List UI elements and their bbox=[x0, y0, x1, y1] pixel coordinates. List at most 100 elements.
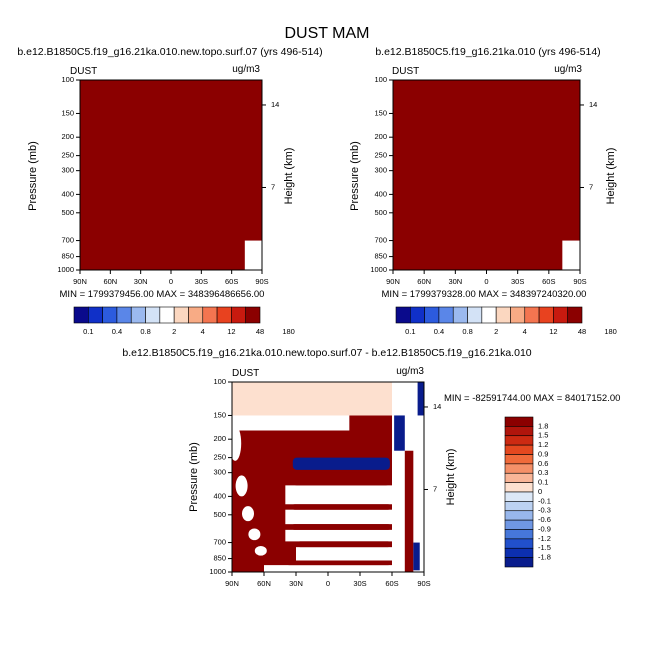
panel-right-blank-cell bbox=[575, 266, 580, 270]
panel-right-ytick-label: 500 bbox=[374, 208, 387, 217]
panel-right-colorbar-swatch bbox=[410, 306, 425, 324]
panel-difference-ytick-label: 100 bbox=[213, 377, 226, 386]
panel-left-stats: MIN = 1799379456.00 MAX = 348396486656.0… bbox=[60, 289, 265, 300]
panel-right-colorbar-swatch bbox=[510, 306, 526, 324]
panel-left-colorbar-swatch bbox=[102, 306, 118, 324]
panel-right-ytick-label: 200 bbox=[374, 132, 387, 141]
panel-difference-gap-lobe bbox=[235, 475, 248, 497]
panel-right-xtick-label: 0 bbox=[484, 277, 488, 286]
panel-difference-colorbar-label: 0.6 bbox=[538, 459, 548, 468]
panel-difference-colorbar-swatch bbox=[504, 519, 534, 530]
panel-right-colorbar-swatch bbox=[452, 306, 468, 324]
panel-right-colorbar-label: 12 bbox=[549, 327, 557, 336]
panel-difference-colorbar-label: 1.5 bbox=[538, 431, 548, 440]
panel-difference-colorbar-swatch bbox=[504, 538, 534, 549]
panel-right-colorbar-label: 2 bbox=[494, 327, 498, 336]
panel-difference-xtick-label: 90S bbox=[417, 579, 430, 588]
panel-difference-colorbar-swatch bbox=[504, 426, 534, 437]
panel-difference-colorbar: 1.81.51.20.90.60.30.10-0.1-0.3-0.6-0.9-1… bbox=[504, 416, 551, 568]
panel-left-colorbar-label: 4 bbox=[201, 327, 205, 336]
panel-right-y2tick-label: 7 bbox=[589, 182, 593, 191]
panel-difference-xtick-label: 60N bbox=[257, 579, 271, 588]
panel-left-colorbar: 0.1 0.4 0.8 2 4 12 48 180 bbox=[73, 306, 295, 336]
panel-difference-colorbar-swatch bbox=[504, 435, 534, 446]
panel-right-colorbar-swatch bbox=[538, 306, 554, 324]
panel-difference-colorbar-label: -0.6 bbox=[538, 515, 551, 524]
panel-difference-colorbar-swatch bbox=[504, 472, 534, 483]
panel-right-ytick-label: 300 bbox=[374, 166, 387, 175]
panel-left: b.e12.B1850C5.f19_g16.21ka.010.new.topo.… bbox=[17, 46, 322, 336]
panel-difference-band bbox=[285, 560, 392, 566]
panel-left-variable-label: DUST bbox=[70, 66, 97, 77]
panel-left-colorbar-swatch bbox=[202, 306, 218, 324]
panel-right-xtick-label: 90S bbox=[573, 277, 586, 286]
panel-difference-colorbar-label: -0.9 bbox=[538, 524, 551, 533]
panel-difference-colorbar-label: -0.1 bbox=[538, 496, 551, 505]
panel-right-plot: 90N 60N 30N 0 30S 60S 90S 100 150 200 250 300 400 500… bbox=[370, 75, 597, 286]
panel-right-colorbar-label: 0.8 bbox=[462, 327, 472, 336]
panel-right-units-label: ug/m3 bbox=[554, 64, 582, 75]
panel-left-ylabel: Pressure (mb) bbox=[27, 141, 39, 211]
panel-difference-colorbar-label: 0.1 bbox=[538, 478, 548, 487]
panel-right-colorbar-label: 180 bbox=[604, 327, 617, 336]
panel-right-xtick-label: 30S bbox=[511, 277, 524, 286]
panel-difference-colorbar-label: -1.5 bbox=[538, 543, 551, 552]
panel-right-variable-label: DUST bbox=[392, 66, 419, 77]
panel-right-colorbar-swatch bbox=[424, 306, 440, 324]
panel-right-colorbar-swatch bbox=[481, 306, 497, 324]
panel-difference-colorbar-label: -1.2 bbox=[538, 534, 551, 543]
panel-difference-title: b.e12.B1850C5.f19_g16.21ka.010.new.topo.… bbox=[122, 347, 531, 359]
panel-right-colorbar-label: 4 bbox=[523, 327, 527, 336]
panel-right-colorbar-swatch bbox=[395, 306, 411, 324]
panel-left-xtick-label: 30N bbox=[134, 277, 148, 286]
panel-left-ytick-label: 1000 bbox=[57, 265, 74, 274]
panel-right-title: b.e12.B1850C5.f19_g16.21ka.010 (yrs 496-… bbox=[375, 46, 600, 58]
panel-left-colorbar-label: 0.4 bbox=[112, 327, 122, 336]
panel-difference-colorbar-swatch bbox=[504, 501, 534, 512]
panel-difference-xtick-label: 60S bbox=[385, 579, 398, 588]
panel-left-colorbar-swatch bbox=[231, 306, 246, 324]
panel-difference-ytick-label: 250 bbox=[213, 453, 226, 462]
panel-left-colorbar-swatch bbox=[116, 306, 132, 324]
panel-left-plot: 90N 60N 30N 0 30S 60S 90S 100 150 200 250 300 400 500… bbox=[57, 75, 279, 286]
panel-difference-colorbar-swatch bbox=[504, 529, 534, 540]
panel-difference-gap-lobe bbox=[254, 546, 267, 556]
panel-right-colorbar-swatch bbox=[495, 306, 511, 324]
panel-left-colorbar-label: 0.1 bbox=[83, 327, 93, 336]
panel-right-colorbar-label: 0.4 bbox=[434, 327, 444, 336]
panel-difference-xtick-label: 30S bbox=[353, 579, 366, 588]
panel-difference-band bbox=[290, 524, 392, 530]
panel-left-y2label: Height (km) bbox=[283, 148, 295, 205]
panel-difference-colorbar-swatch bbox=[504, 444, 534, 455]
panel-difference-colorbar-swatch bbox=[504, 547, 534, 558]
panel-difference-gap bbox=[296, 547, 392, 561]
panel-difference-y2tick-label: 7 bbox=[433, 484, 437, 493]
panel-difference-y2tick-label: 14 bbox=[433, 402, 441, 411]
panel-difference: b.e12.B1850C5.f19_g16.21ka.010.new.topo.… bbox=[122, 347, 620, 588]
panel-difference-colorbar-label: 1.2 bbox=[538, 440, 548, 449]
panel-left-ytick-label: 700 bbox=[61, 236, 74, 245]
panel-difference-colorbar-swatch bbox=[504, 416, 534, 427]
panel-left-y2tick-label: 14 bbox=[271, 100, 279, 109]
panel-difference-band bbox=[292, 457, 390, 470]
panel-right-ytick-label: 100 bbox=[374, 75, 387, 84]
panel-right-stats: MIN = 1799379328.00 MAX = 348397240320.0… bbox=[382, 289, 587, 300]
panel-left-ytick-label: 850 bbox=[61, 252, 74, 261]
panel-left-ytick-label: 150 bbox=[61, 108, 74, 117]
panel-difference-colorbar-swatch bbox=[504, 510, 534, 521]
panel-right-xtick-label: 60S bbox=[542, 277, 555, 286]
panel-difference-band bbox=[296, 541, 392, 548]
panel-right-ytick-label: 700 bbox=[374, 236, 387, 245]
panel-difference-band bbox=[292, 472, 390, 486]
panel-difference-gap bbox=[285, 485, 392, 505]
panel-difference-xtick-label: 0 bbox=[326, 579, 330, 588]
panel-difference-colorbar-swatch bbox=[504, 463, 534, 474]
panel-left-xtick-label: 90S bbox=[255, 277, 268, 286]
panel-difference-colorbar-swatch bbox=[504, 482, 534, 493]
panel-difference-ytick-label: 500 bbox=[213, 510, 226, 519]
panel-difference-plot: 90N 60N 30N 0 30S 60S 90S 100 150 200 250 300 400 500… bbox=[209, 377, 441, 588]
panel-left-xtick-label: 60S bbox=[225, 277, 238, 286]
panel-difference-polar-positive bbox=[404, 450, 414, 572]
panel-left-ytick-label: 250 bbox=[61, 151, 74, 160]
